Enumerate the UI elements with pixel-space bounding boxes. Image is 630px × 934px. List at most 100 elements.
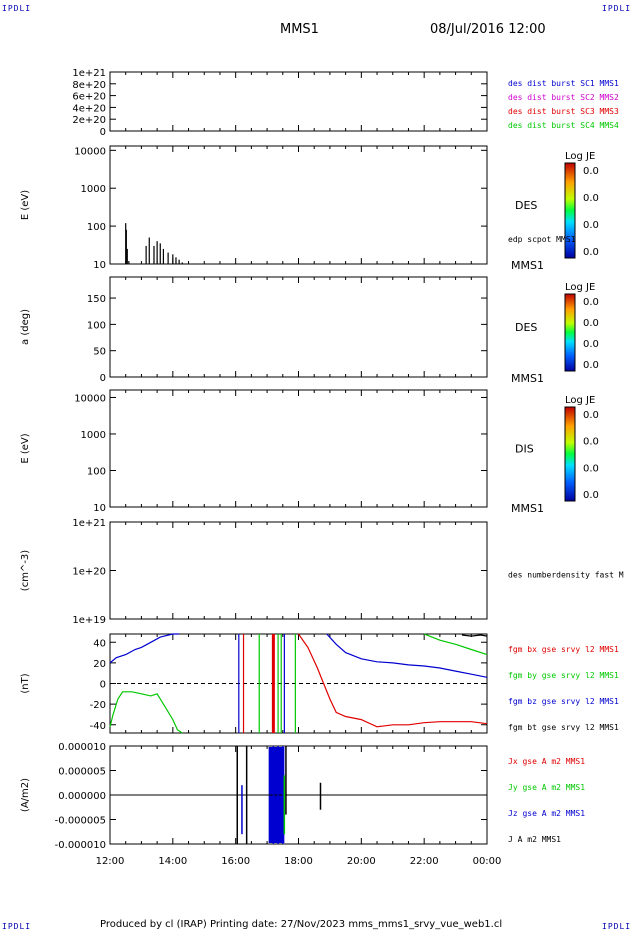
- x-tick-label: 16:00: [221, 856, 250, 867]
- series-line: [109, 633, 180, 664]
- series-line: [461, 634, 488, 637]
- panel-frame: [109, 389, 488, 508]
- y-tick-label: 10000: [74, 146, 106, 157]
- y-axis-label: (A/m2): [20, 778, 31, 812]
- y-tick-label: -0.000010: [55, 840, 106, 851]
- panel-frame: [109, 145, 488, 265]
- y-tick-label: 1e+21: [72, 518, 106, 529]
- plot-title: MMS1: [280, 22, 319, 37]
- colorbar-tick-label: 0.0: [583, 297, 599, 308]
- colorbar-tick-label: 0.0: [583, 220, 599, 231]
- legend-entry: fgm bz gse srvy l2 MMS1: [508, 697, 619, 706]
- colorbar-title: Log JE: [565, 282, 595, 293]
- colorbar: [564, 162, 576, 259]
- colorbar-tick-label: 0.0: [583, 410, 599, 421]
- x-tick-label: 14:00: [158, 856, 187, 867]
- spectrogram-species-label: DES: [515, 321, 537, 334]
- colorbar-title: Log JE: [565, 151, 595, 162]
- panel-frame: [109, 521, 488, 620]
- corner-label-bottom-right: IPDLI: [602, 922, 630, 931]
- y-axis-label: E (eV): [20, 433, 31, 463]
- y-tick-label: 40: [93, 638, 106, 649]
- colorbar-tick-label: 0.0: [583, 166, 599, 177]
- y-tick-label: 150: [87, 294, 106, 305]
- x-tick-label: 00:00: [473, 856, 502, 867]
- y-axis-label: a (deg): [20, 309, 31, 345]
- colorbar-tick-label: 0.0: [583, 193, 599, 204]
- y-tick-label: 0: [100, 373, 106, 384]
- colorbar: [564, 293, 576, 372]
- legend-entry: fgm by gse srvy l2 MMS1: [508, 671, 619, 680]
- colorbar-tick-label: 0.0: [583, 463, 599, 474]
- legend-entry: fgm bx gse srvy l2 MMS1: [508, 645, 619, 654]
- y-tick-label: 10000: [74, 393, 106, 404]
- legend-entry: Jx gse A m2 MMS1: [508, 757, 585, 766]
- y-tick-label: 100: [87, 320, 106, 331]
- y-tick-label: -40: [90, 721, 106, 732]
- corner-label-top-left: IPDLI: [2, 4, 32, 13]
- y-tick-label: 1e+21: [72, 68, 106, 79]
- y-tick-label: 50: [93, 347, 106, 358]
- panel-frame: [109, 71, 488, 132]
- y-tick-label: 0: [100, 127, 106, 138]
- corner-label-top-right: IPDLI: [602, 4, 630, 13]
- x-tick-label: 22:00: [410, 856, 439, 867]
- spectrogram-spacecraft-label: MMS1: [511, 372, 544, 385]
- spectrogram-species-label: DIS: [515, 443, 534, 456]
- y-tick-label: 1e+19: [72, 615, 106, 626]
- legend-entry: fgm bt gse srvy l2 MMS1: [508, 723, 619, 732]
- y-tick-label: 20: [93, 659, 106, 670]
- colorbar-tick-label: 0.0: [583, 318, 599, 329]
- plot-datetime: 08/Jul/2016 12:00: [430, 22, 546, 37]
- colorbar-title: Log JE: [565, 395, 595, 406]
- colorbar-tick-label: 0.0: [583, 437, 599, 448]
- colorbar-tick-label: 0.0: [583, 247, 599, 258]
- legend-entry: Jz gse A m2 MMS1: [508, 809, 585, 818]
- y-tick-label: 0.000005: [58, 767, 106, 778]
- panel-frame: [109, 276, 488, 378]
- corner-label-bottom-left: IPDLI: [2, 922, 32, 931]
- y-axis-label: E (eV): [20, 190, 31, 220]
- spectrogram-spacecraft-label: MMS1: [511, 502, 544, 515]
- y-tick-label: 100: [87, 222, 106, 233]
- footer-text: Produced by cl (IRAP) Printing date: 27/…: [100, 919, 503, 930]
- y-tick-label: 0.000010: [58, 742, 106, 753]
- colorbar: [564, 406, 576, 502]
- x-tick-label: 18:00: [284, 856, 313, 867]
- y-tick-label: 1000: [81, 184, 106, 195]
- legend-entry: des dist burst SC2 MMS2: [508, 93, 619, 102]
- colorbar-tick-label: 0.0: [583, 360, 599, 371]
- y-tick-label: 0.000000: [58, 791, 106, 802]
- legend-entry: des dist burst SC1 MMS1: [508, 79, 619, 88]
- legend-entry: Jy gse A m2 MMS1: [508, 783, 585, 792]
- legend-entry: J A m2 MMS1: [508, 835, 561, 844]
- y-axis-label: (nT): [20, 673, 31, 693]
- legend-entry: des dist burst SC3 MMS3: [508, 107, 619, 116]
- y-tick-label: -20: [90, 700, 106, 711]
- spectrogram-spacecraft-label: MMS1: [511, 259, 544, 272]
- y-tick-label: 1e+20: [72, 567, 106, 578]
- legend-entry: des dist burst SC4 MMS4: [508, 121, 619, 130]
- x-tick-label: 20:00: [347, 856, 376, 867]
- y-tick-label: 8e+20: [72, 80, 106, 91]
- spectrogram-species-label: DES: [515, 199, 537, 212]
- x-tick-label: 12:00: [96, 856, 125, 867]
- overlay-series-label: edp scpot MMS1: [508, 235, 576, 244]
- y-tick-label: 10: [93, 260, 106, 271]
- colorbar-tick-label: 0.0: [583, 339, 599, 350]
- y-tick-label: 10: [93, 503, 106, 514]
- colorbar-tick-label: 0.0: [583, 490, 599, 501]
- legend-entry: des numberdensity fast M: [508, 571, 624, 580]
- y-tick-label: 100: [87, 466, 106, 477]
- y-tick-label: -0.000005: [55, 816, 106, 827]
- y-tick-label: 6e+20: [72, 92, 106, 103]
- series-line: [109, 691, 183, 734]
- y-tick-label: 1000: [81, 430, 106, 441]
- series-line: [423, 633, 488, 656]
- series-line: [298, 633, 488, 728]
- y-tick-label: 4e+20: [72, 103, 106, 114]
- y-tick-label: 0: [100, 680, 106, 691]
- series-line: [326, 633, 488, 678]
- y-axis-label: (cm^-3): [20, 550, 31, 591]
